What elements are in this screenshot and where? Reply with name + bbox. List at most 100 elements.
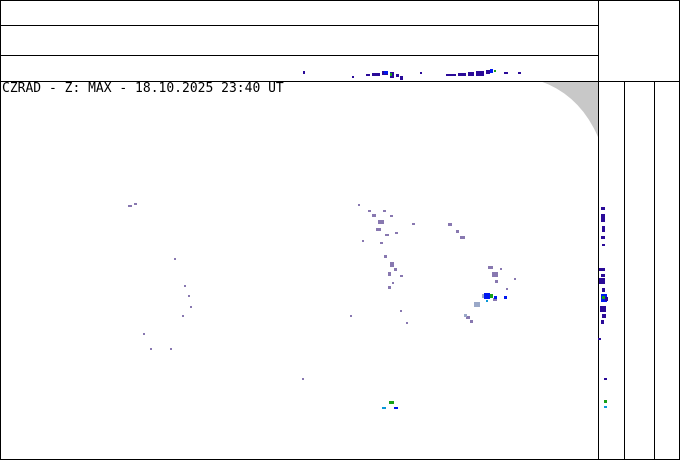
echo-pixel bbox=[598, 338, 601, 340]
echo-pixel bbox=[389, 401, 394, 404]
echo-pixel bbox=[456, 230, 459, 233]
echo-pixel bbox=[602, 296, 605, 299]
echo-pixel bbox=[601, 274, 605, 277]
echo-pixel bbox=[488, 266, 493, 269]
echo-pixel bbox=[400, 275, 403, 277]
echo-pixel bbox=[382, 407, 386, 409]
echo-pixel bbox=[602, 288, 605, 292]
divider bbox=[0, 25, 598, 26]
echo-pixel bbox=[406, 322, 408, 324]
divider bbox=[0, 55, 598, 56]
echo-pixel bbox=[390, 72, 394, 78]
echo-pixel bbox=[490, 294, 493, 298]
echo-pixel bbox=[600, 306, 606, 312]
echo-pixel bbox=[494, 70, 496, 72]
echo-pixel bbox=[303, 71, 305, 74]
echo-pixel bbox=[388, 272, 391, 276]
echo-pixel bbox=[190, 306, 192, 308]
echo-pixel bbox=[420, 72, 422, 74]
echo-pixel bbox=[446, 74, 456, 76]
echo-pixel bbox=[464, 314, 467, 317]
echo-pixel bbox=[484, 293, 490, 299]
echo-pixel bbox=[506, 288, 508, 290]
echo-pixel bbox=[466, 316, 470, 319]
echo-pixel bbox=[388, 286, 391, 289]
out-of-range-area bbox=[540, 81, 598, 137]
echo-pixel bbox=[518, 72, 521, 74]
echo-pixel bbox=[494, 296, 497, 299]
echo-pixel bbox=[358, 204, 360, 206]
echo-pixel bbox=[150, 348, 152, 350]
echo-pixel bbox=[372, 73, 380, 76]
echo-pixel bbox=[372, 214, 376, 217]
echo-pixel bbox=[143, 333, 145, 335]
echo-pixel bbox=[390, 73, 392, 76]
echo-pixel bbox=[448, 223, 452, 226]
echo-pixel bbox=[490, 69, 493, 73]
echo-pixel bbox=[400, 76, 403, 80]
echo-pixel bbox=[302, 378, 304, 380]
divider bbox=[598, 0, 599, 460]
echo-pixel bbox=[599, 268, 605, 271]
echo-pixel bbox=[601, 214, 605, 222]
echo-pixel bbox=[602, 226, 605, 232]
echo-pixel bbox=[599, 278, 605, 284]
echo-pixel bbox=[468, 72, 474, 76]
echo-pixel bbox=[602, 314, 606, 318]
echo-pixel bbox=[174, 258, 176, 260]
echo-pixel bbox=[492, 272, 498, 277]
echo-pixel bbox=[602, 244, 605, 246]
echo-pixel bbox=[184, 285, 186, 287]
echo-pixel bbox=[390, 215, 393, 217]
echo-pixel bbox=[604, 378, 607, 380]
echo-pixel bbox=[605, 297, 608, 301]
echo-pixel bbox=[601, 236, 605, 239]
echo-pixel bbox=[383, 210, 386, 212]
echo-pixel bbox=[476, 71, 484, 76]
echo-pixel bbox=[394, 268, 397, 271]
echo-pixel bbox=[470, 320, 473, 323]
echo-pixel bbox=[412, 223, 415, 225]
echo-pixel bbox=[385, 234, 389, 236]
echo-pixel bbox=[601, 320, 604, 324]
echo-pixel bbox=[368, 210, 371, 212]
echo-pixel bbox=[504, 296, 507, 299]
echo-pixel bbox=[514, 278, 516, 280]
echo-pixel bbox=[390, 262, 394, 267]
echo-pixel bbox=[350, 315, 352, 317]
echo-pixel bbox=[396, 74, 399, 77]
divider bbox=[654, 81, 655, 460]
echo-pixel bbox=[601, 207, 605, 210]
echo-pixel bbox=[460, 236, 465, 239]
echo-pixel bbox=[134, 203, 137, 205]
echo-pixel bbox=[495, 280, 498, 283]
echo-pixel bbox=[486, 300, 488, 302]
echo-pixel bbox=[380, 242, 383, 244]
frame-border-top bbox=[0, 0, 680, 1]
echo-pixel bbox=[394, 407, 398, 409]
echo-pixel bbox=[182, 315, 184, 317]
divider bbox=[0, 81, 680, 82]
echo-pixel bbox=[376, 228, 381, 231]
echo-pixel bbox=[604, 400, 607, 403]
echo-pixel bbox=[366, 74, 370, 76]
echo-pixel bbox=[188, 295, 190, 297]
echo-pixel bbox=[486, 70, 490, 74]
echo-pixel bbox=[170, 348, 172, 350]
echo-pixel bbox=[384, 71, 388, 74]
echo-pixel bbox=[458, 73, 466, 76]
echo-pixel bbox=[500, 268, 502, 270]
echo-pixel bbox=[362, 240, 364, 242]
product-title: CZRAD - Z: MAX - 18.10.2025 23:40 UT bbox=[2, 81, 284, 96]
frame-border-left bbox=[0, 0, 1, 460]
echo-pixel bbox=[474, 302, 480, 307]
echo-pixel bbox=[352, 76, 354, 78]
echo-pixel bbox=[392, 282, 394, 284]
echo-pixel bbox=[493, 298, 497, 301]
echo-pixel bbox=[378, 220, 384, 224]
echo-pixel bbox=[128, 205, 132, 207]
divider bbox=[624, 81, 625, 460]
echo-pixel bbox=[400, 310, 402, 312]
echo-pixel bbox=[395, 232, 398, 234]
